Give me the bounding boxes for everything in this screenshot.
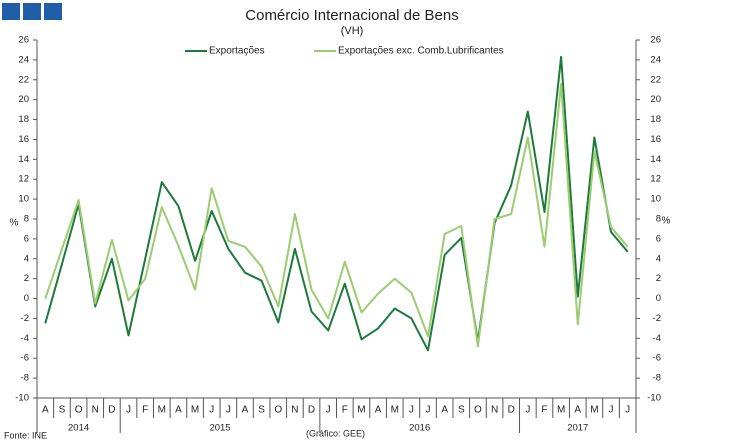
x-tick-label: N: [92, 405, 99, 416]
x-tick-label: O: [474, 405, 482, 416]
y2-tick-label: 12: [650, 174, 661, 185]
x-tick-label: J: [525, 405, 530, 416]
y2-tick-label: 0: [656, 293, 661, 304]
x-tick-label: M: [158, 405, 166, 416]
y-tick-label: -10: [15, 393, 29, 404]
x-tick-label: M: [191, 405, 199, 416]
x-tick-label: A: [175, 405, 182, 416]
x-tick-label: M: [590, 405, 598, 416]
credit: (Gráfico: GEE): [306, 428, 365, 438]
x-tick-label: J: [326, 405, 331, 416]
y-tick-label: -6: [21, 353, 29, 364]
legend-label: Exportações exc. Comb.Lubrificantes: [338, 46, 504, 57]
x-tick-label: F: [342, 405, 348, 416]
x-tick-label: S: [458, 405, 465, 416]
x-tick-label: J: [609, 405, 614, 416]
y-tick-label: 0: [24, 293, 29, 304]
x-tick-label: J: [426, 405, 431, 416]
y2-tick-label: -6: [653, 353, 661, 364]
year-label: 2017: [567, 423, 588, 434]
x-tick-label: O: [274, 405, 282, 416]
y2-tick-label: 4: [656, 253, 661, 264]
x-tick-label: F: [142, 405, 148, 416]
y-tick-label: 24: [18, 54, 29, 65]
y-tick-label: 26: [18, 35, 29, 46]
x-tick-label: J: [209, 405, 214, 416]
x-tick-label: N: [291, 405, 298, 416]
y2-tick-label: 24: [650, 54, 661, 65]
year-label: 2016: [409, 423, 430, 434]
y-tick-label: -4: [21, 333, 29, 344]
y-tick-label: 6: [24, 233, 29, 244]
y2-tick-label: -4: [653, 333, 661, 344]
icon: [23, 3, 41, 20]
x-tick-label: D: [308, 405, 315, 416]
icon: [2, 3, 20, 20]
source: Fonte: INE: [4, 430, 47, 440]
y2-tick-label: 10: [650, 194, 661, 205]
y2-tick-label: -10: [647, 393, 661, 404]
chart-title: Comércio Internacional de Bens: [245, 7, 458, 24]
series-line: [44, 82, 629, 348]
y-tick-label: 20: [18, 94, 29, 105]
y-tick-label: 4: [24, 253, 29, 264]
x-tick-label: M: [357, 405, 365, 416]
x-tick-label: J: [226, 405, 231, 416]
y-tick-label: 16: [18, 134, 29, 145]
x-tick-label: D: [508, 405, 515, 416]
x-tick-label: S: [258, 405, 265, 416]
x-tick-label: A: [42, 405, 49, 416]
y2-tick-label: -2: [653, 313, 661, 324]
series-line: [44, 55, 629, 352]
y2-tick-label: 8: [656, 214, 661, 225]
y-tick-label: 2: [24, 273, 29, 284]
chart-subtitle: (VH): [341, 25, 364, 37]
y2-tick-label: -8: [653, 373, 661, 384]
x-tick-label: M: [391, 405, 399, 416]
x-tick-label: O: [75, 405, 83, 416]
year-label: 2015: [209, 423, 230, 434]
y2-tick-label: 18: [650, 114, 661, 125]
x-tick-label: J: [126, 405, 131, 416]
y2-tick-label: 26: [650, 35, 661, 46]
y-tick-label: 18: [18, 114, 29, 125]
y-tick-label: 22: [18, 74, 29, 85]
x-tick-label: A: [441, 405, 448, 416]
y2-tick-label: 20: [650, 94, 661, 105]
x-tick-label: A: [375, 405, 382, 416]
x-tick-label: M: [557, 405, 565, 416]
icon: [44, 3, 62, 20]
y-tick-label: 12: [18, 174, 29, 185]
y2-tick-label: 16: [650, 134, 661, 145]
y2-tick-label: 14: [650, 154, 661, 165]
y2-tick-label: 6: [656, 233, 661, 244]
y-tick-label: 14: [18, 154, 29, 165]
legend-label: Exportações: [209, 46, 265, 57]
y2-axis-label: %: [662, 216, 671, 227]
x-tick-label: F: [541, 405, 547, 416]
y-tick-label: -8: [21, 373, 29, 384]
x-tick-label: D: [108, 405, 115, 416]
y-tick-label: 10: [18, 194, 29, 205]
x-tick-label: N: [491, 405, 498, 416]
y-axis-label: %: [10, 218, 19, 229]
year-label: 2014: [68, 423, 89, 434]
y2-tick-label: 2: [656, 273, 661, 284]
x-tick-label: S: [59, 405, 66, 416]
x-tick-label: J: [625, 405, 630, 416]
y2-tick-label: 22: [650, 74, 661, 85]
y-tick-label: 8: [24, 214, 29, 225]
y-tick-label: -2: [21, 313, 29, 324]
x-tick-label: A: [242, 405, 249, 416]
x-tick-label: A: [574, 405, 581, 416]
x-tick-label: J: [409, 405, 414, 416]
